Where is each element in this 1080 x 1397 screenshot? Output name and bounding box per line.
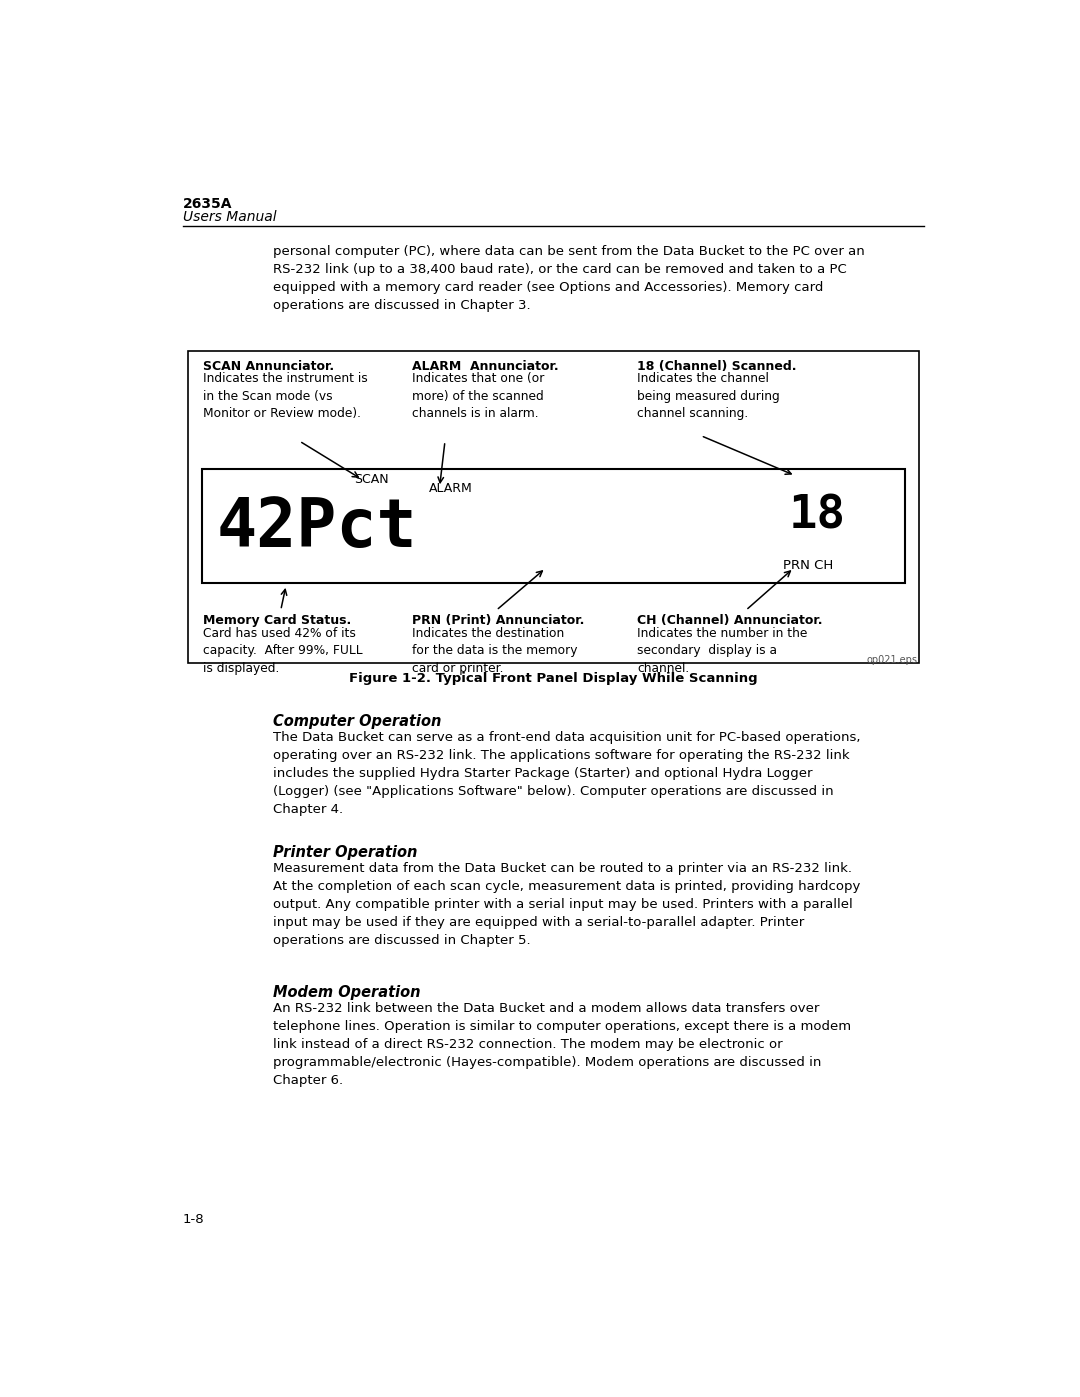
Text: Indicates the channel
being measured during
channel scanning.: Indicates the channel being measured dur… xyxy=(637,373,780,420)
Text: Figure 1-2. Typical Front Panel Display While Scanning: Figure 1-2. Typical Front Panel Display … xyxy=(349,672,758,685)
Text: PRN CH: PRN CH xyxy=(783,559,833,571)
Text: Modem Operation: Modem Operation xyxy=(273,985,420,1000)
Text: Users Manual: Users Manual xyxy=(183,210,276,224)
Text: The Data Bucket can serve as a front-end data acquisition unit for PC-based oper: The Data Bucket can serve as a front-end… xyxy=(273,731,861,816)
Bar xyxy=(188,351,919,662)
Text: Indicates the instrument is
in the Scan mode (vs
Monitor or Review mode).: Indicates the instrument is in the Scan … xyxy=(203,373,368,420)
Text: Indicates the destination
for the data is the memory
card or printer.: Indicates the destination for the data i… xyxy=(413,627,578,675)
Text: Measurement data from the Data Bucket can be routed to a printer via an RS-232 l: Measurement data from the Data Bucket ca… xyxy=(273,862,861,947)
Text: 18 (Channel) Scanned.: 18 (Channel) Scanned. xyxy=(637,360,797,373)
Text: Memory Card Status.: Memory Card Status. xyxy=(203,615,351,627)
Text: 2635A: 2635A xyxy=(183,197,232,211)
Text: ALARM: ALARM xyxy=(430,482,473,495)
Text: Indicates that one (or
more) of the scanned
channels is in alarm.: Indicates that one (or more) of the scan… xyxy=(413,373,544,420)
Text: Indicates the number in the
secondary  display is a
channel.: Indicates the number in the secondary di… xyxy=(637,627,808,675)
Text: Computer Operation: Computer Operation xyxy=(273,714,442,729)
Text: CH (Channel) Annunciator.: CH (Channel) Annunciator. xyxy=(637,615,823,627)
Text: 42Pct: 42Pct xyxy=(217,495,418,562)
Text: personal computer (PC), where data can be sent from the Data Bucket to the PC ov: personal computer (PC), where data can b… xyxy=(273,244,865,312)
Text: 18: 18 xyxy=(788,493,846,538)
Text: An RS-232 link between the Data Bucket and a modem allows data transfers over
te: An RS-232 link between the Data Bucket a… xyxy=(273,1002,851,1087)
Text: ALARM  Annunciator.: ALARM Annunciator. xyxy=(413,360,559,373)
Text: SCAN Annunciator.: SCAN Annunciator. xyxy=(203,360,335,373)
Text: PRN (Print) Annunciator.: PRN (Print) Annunciator. xyxy=(413,615,585,627)
Text: Card has used 42% of its
capacity.  After 99%, FULL
is displayed.: Card has used 42% of its capacity. After… xyxy=(203,627,363,675)
Text: Printer Operation: Printer Operation xyxy=(273,845,417,861)
Bar xyxy=(202,469,905,584)
Text: 1-8: 1-8 xyxy=(183,1214,205,1227)
Text: op021.eps: op021.eps xyxy=(867,655,918,665)
Text: SCAN: SCAN xyxy=(354,474,389,486)
